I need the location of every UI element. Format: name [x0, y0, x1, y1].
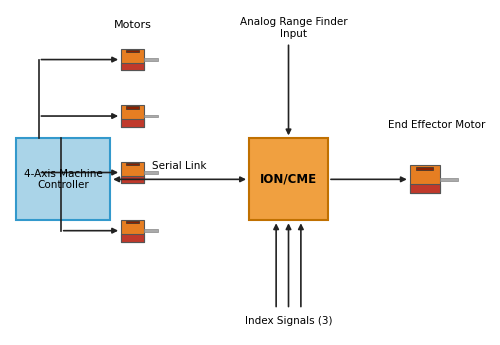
FancyBboxPatch shape	[144, 229, 158, 232]
FancyBboxPatch shape	[121, 176, 144, 184]
FancyBboxPatch shape	[440, 178, 458, 181]
Text: Serial Link: Serial Link	[152, 161, 207, 171]
Text: Analog Range Finder
Input: Analog Range Finder Input	[240, 18, 348, 39]
FancyBboxPatch shape	[121, 49, 144, 70]
Text: Motors: Motors	[114, 20, 152, 30]
FancyBboxPatch shape	[416, 167, 433, 170]
Text: 4-Axis Machine
Controller: 4-Axis Machine Controller	[24, 169, 102, 190]
Text: Index Signals (3): Index Signals (3)	[245, 316, 332, 326]
FancyBboxPatch shape	[121, 161, 144, 184]
FancyBboxPatch shape	[126, 221, 139, 224]
FancyBboxPatch shape	[144, 115, 158, 117]
FancyBboxPatch shape	[126, 106, 139, 109]
FancyBboxPatch shape	[121, 105, 144, 127]
FancyBboxPatch shape	[121, 119, 144, 127]
FancyBboxPatch shape	[121, 234, 144, 242]
FancyBboxPatch shape	[410, 184, 440, 194]
FancyBboxPatch shape	[121, 220, 144, 242]
FancyBboxPatch shape	[249, 138, 328, 220]
FancyBboxPatch shape	[144, 171, 158, 174]
FancyBboxPatch shape	[16, 138, 110, 220]
FancyBboxPatch shape	[121, 63, 144, 70]
Text: End Effector Motor: End Effector Motor	[388, 120, 486, 130]
FancyBboxPatch shape	[126, 163, 139, 165]
Text: ION/CME: ION/CME	[260, 173, 317, 186]
FancyBboxPatch shape	[144, 58, 158, 61]
FancyBboxPatch shape	[126, 50, 139, 52]
FancyBboxPatch shape	[410, 165, 440, 194]
